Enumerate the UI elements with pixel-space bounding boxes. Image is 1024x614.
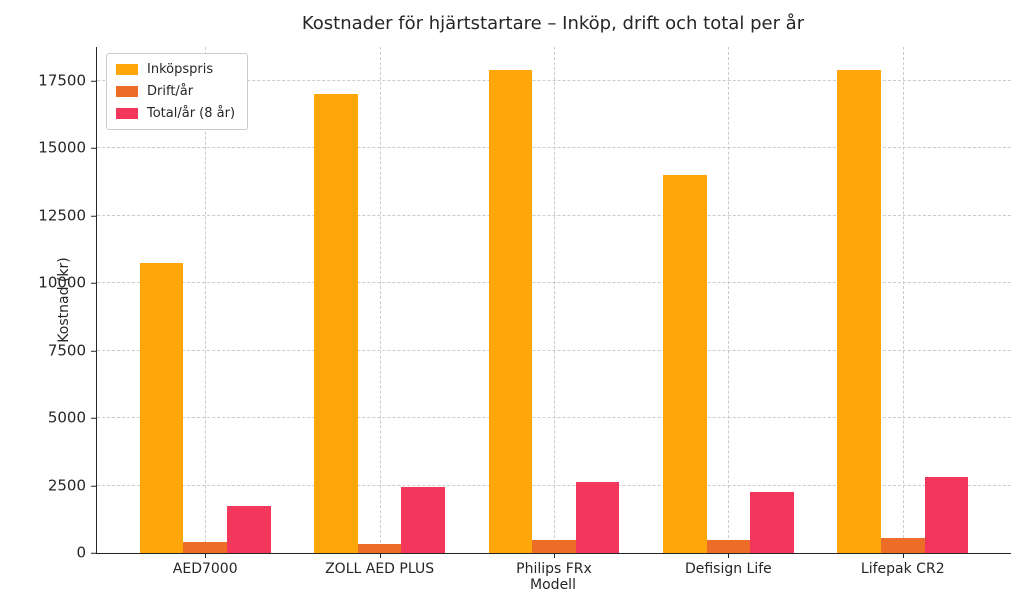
x-tick-label: Lifepak CR2 <box>860 561 945 577</box>
y-tick-label: 15000 <box>38 138 86 157</box>
bar-drift-r <box>880 538 925 553</box>
bar-total-r-8-r- <box>401 486 445 553</box>
category-column: Lifepak CR2 <box>816 47 990 577</box>
y-tick-mark <box>91 80 97 82</box>
y-tick-label: 7500 <box>47 341 86 360</box>
category-column: Philips FRx <box>467 47 641 577</box>
legend-label: Drift/år <box>147 84 194 99</box>
y-tick-mark <box>91 485 97 487</box>
bar-ink-pspris <box>139 262 184 553</box>
y-tick-mark <box>91 417 97 419</box>
y-tick-mark <box>91 147 97 149</box>
legend-item: Drift/år <box>116 84 235 99</box>
x-gridline <box>728 47 730 553</box>
x-tick-label: AED7000 <box>172 561 238 577</box>
bar-ink-pspris <box>488 69 533 553</box>
x-gridline <box>205 47 207 553</box>
bar-ink-pspris <box>837 69 881 553</box>
bar-total-r-8-r- <box>575 481 620 553</box>
bar-group <box>488 47 620 553</box>
x-gridline <box>902 47 904 553</box>
legend-label: Inköpspris <box>147 62 214 77</box>
x-tick-mark <box>902 553 904 558</box>
bar-ink-pspris <box>314 94 358 553</box>
x-axis-label: Modell <box>530 577 576 593</box>
bar-total-r-8-r- <box>750 492 794 553</box>
legend-swatch-total <box>116 108 138 119</box>
bar-ink-pspris <box>662 175 707 553</box>
legend-item: Inköpspris <box>116 62 235 77</box>
plot-area: Inköpspris Drift/år Total/år (8 år) 0 250… <box>38 47 1011 577</box>
bar-total-r-8-r- <box>227 505 271 553</box>
x-tick-label: ZOLL AED PLUS <box>325 561 435 577</box>
x-tick-mark <box>379 553 381 558</box>
legend-item: Total/år (8 år) <box>116 106 235 121</box>
x-tick-label: Defisign Life <box>684 561 772 577</box>
y-tick-label: 17500 <box>38 71 86 90</box>
bar-drift-r <box>706 539 751 553</box>
y-axis-label: Kostnad (kr) <box>56 257 72 343</box>
bar-group <box>314 47 445 553</box>
y-tick-label: 2500 <box>47 476 86 495</box>
x-tick-mark <box>205 553 207 558</box>
x-tick-label: Philips FRx <box>516 561 592 577</box>
y-tick-mark <box>91 215 97 217</box>
legend: Inköpspris Drift/år Total/år (8 år) <box>106 53 249 130</box>
y-tick-label: 0 <box>76 543 86 562</box>
x-tick-mark <box>728 553 730 558</box>
chart-title: Kostnader för hjärtstartare – Inköp, dri… <box>301 13 805 34</box>
y-tick-label: 12500 <box>38 206 86 225</box>
y-tick-label: 5000 <box>47 408 86 427</box>
bar-group <box>837 47 969 553</box>
bar-drift-r <box>357 543 402 553</box>
y-tick-label: 10000 <box>38 273 86 292</box>
bar-group <box>662 47 794 553</box>
y-tick-mark <box>91 552 97 554</box>
bar-total-r-8-r- <box>924 477 969 553</box>
legend-swatch-drift <box>116 86 138 97</box>
category-column: Defisign Life <box>641 47 815 577</box>
y-tick-mark <box>91 350 97 352</box>
legend-swatch-inkopspris <box>116 64 138 75</box>
category-column: AED7000 <box>118 47 292 577</box>
category-column: ZOLL AED PLUS <box>292 47 466 577</box>
y-tick-mark <box>91 282 97 284</box>
x-tick-mark <box>553 553 555 558</box>
x-gridline <box>553 47 555 553</box>
bar-drift-r <box>183 542 227 553</box>
x-gridline <box>379 47 381 553</box>
legend-label: Total/år (8 år) <box>147 106 236 121</box>
bar-drift-r <box>532 539 576 553</box>
bar-group <box>139 47 271 553</box>
